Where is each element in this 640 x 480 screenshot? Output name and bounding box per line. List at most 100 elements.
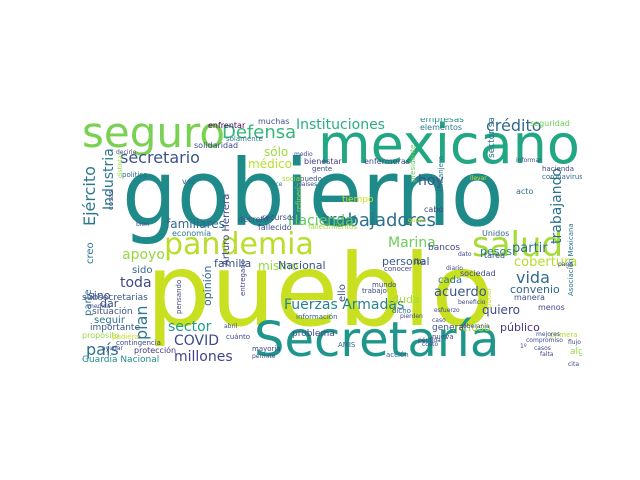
word: contingencia — [116, 339, 161, 347]
word: dato — [458, 251, 472, 258]
word: público — [500, 321, 540, 334]
word: cita — [568, 361, 579, 368]
word: trabajadores — [322, 210, 436, 231]
word: duda — [392, 293, 420, 306]
word: incluso — [452, 321, 491, 334]
word: gusto — [408, 217, 425, 224]
word: creo — [85, 242, 96, 264]
word: bancos — [428, 243, 461, 253]
word: fallecido — [258, 223, 292, 232]
word: cosas — [107, 190, 115, 210]
word: Arturo Herrera — [221, 193, 232, 266]
word: cuánto — [226, 333, 251, 341]
word: poder — [485, 287, 493, 308]
word: entregado — [239, 260, 247, 296]
word: elementos — [420, 123, 463, 132]
word: extranjero — [437, 156, 445, 192]
word: pérdida — [418, 337, 441, 344]
word: dicho — [392, 307, 411, 315]
word: algún — [570, 347, 582, 357]
word: sociedad — [460, 269, 496, 278]
word: Unidos — [482, 229, 510, 238]
word: AMIS — [338, 341, 356, 349]
word: países — [298, 181, 318, 188]
word-cloud: pueblo gobierno mexicano Secretaría segu… — [82, 118, 582, 368]
word: gobierno — [122, 140, 504, 247]
word: situación — [92, 307, 133, 317]
word: sector — [168, 319, 212, 335]
word: empresas — [420, 118, 464, 125]
word: Instituciones — [296, 118, 385, 133]
word: sector salud — [487, 118, 497, 158]
word: ello — [337, 284, 348, 302]
word: seguir — [94, 315, 125, 326]
word: costo — [422, 341, 439, 348]
word: Guardia Nacional — [82, 355, 160, 365]
word: seguro — [82, 118, 226, 157]
word: economía — [172, 229, 212, 238]
word: compromiso — [526, 337, 563, 344]
word: menos — [538, 303, 565, 312]
word: opinión — [201, 265, 214, 307]
word: sido — [132, 265, 153, 276]
word: muchas — [258, 118, 290, 126]
word: problema — [292, 329, 335, 339]
word: soberanía — [460, 323, 490, 330]
word: mexicano — [318, 118, 580, 176]
word: falta — [540, 351, 554, 358]
word: Ejército — [82, 166, 99, 226]
word: distintas — [117, 152, 124, 178]
word: solamente — [226, 135, 263, 143]
word: mayoría — [252, 345, 281, 353]
word: apoyo — [122, 247, 165, 263]
word: Secretaría — [254, 312, 500, 368]
word: millones — [174, 349, 233, 365]
word: Nacional — [278, 259, 326, 272]
word: personal — [382, 255, 430, 268]
word: vida — [516, 268, 550, 287]
word: hice — [270, 181, 283, 188]
word: decirle — [116, 149, 137, 156]
word: caso — [432, 317, 446, 324]
word: hoy — [418, 173, 444, 189]
word: sino — [88, 289, 111, 302]
word: gente — [312, 165, 333, 173]
word: recursos — [262, 213, 297, 222]
word: pensando — [175, 279, 183, 314]
word: Marina — [388, 235, 436, 251]
word: hacienda — [542, 165, 574, 173]
word: mejores — [536, 331, 561, 338]
word: información — [296, 313, 338, 321]
word: cobertura — [514, 255, 578, 270]
word: iba — [414, 257, 427, 266]
word: pandemia — [164, 227, 314, 262]
word: pierden — [400, 313, 423, 320]
word: pueblo — [146, 232, 494, 349]
word: conocer — [384, 265, 412, 273]
word: presidente — [409, 144, 417, 182]
word: seguridad — [530, 119, 570, 128]
word: enfrentar — [208, 121, 246, 130]
word: pago — [558, 261, 573, 268]
word: permite — [252, 353, 276, 360]
word: decreto — [238, 215, 269, 224]
word: enfermeras — [364, 157, 410, 166]
word: salud — [472, 225, 564, 265]
word: acción — [386, 351, 409, 359]
word: cada — [438, 275, 463, 286]
word: pudiera — [112, 333, 139, 341]
word: Hacienda — [288, 213, 354, 229]
word: tiempo — [342, 195, 374, 205]
word: mundo — [372, 281, 397, 289]
word: trabajo — [362, 287, 387, 295]
word: quiero — [482, 303, 520, 317]
word: acuerdo — [434, 285, 487, 300]
word: Fuerzas Armadas — [284, 297, 405, 313]
word: puedo — [300, 175, 322, 183]
word: acto — [516, 187, 534, 196]
word: política — [122, 171, 148, 179]
word: abril — [224, 323, 238, 330]
word: beneficio — [458, 299, 486, 306]
word: informar — [516, 157, 542, 164]
word: protección — [134, 346, 177, 355]
